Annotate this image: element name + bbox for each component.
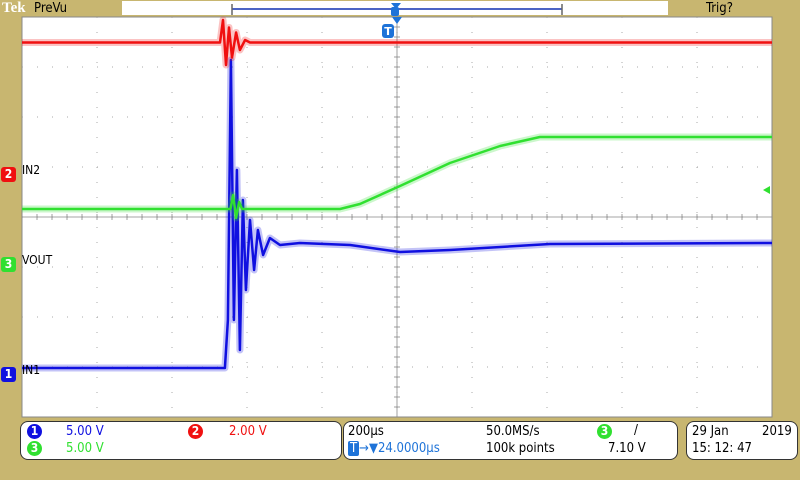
- graticule-grid: [21, 16, 773, 418]
- ch3-badge: 3: [27, 441, 42, 456]
- delay-value: 24.0000µs: [377, 441, 440, 456]
- trace-in1: [22, 56, 773, 372]
- record-length: 100k points: [486, 441, 555, 456]
- trace-in2: [22, 16, 772, 69]
- trigger-source-badge: 3: [597, 424, 612, 439]
- record-view-graphic: [231, 3, 563, 16]
- ch1-label: IN1: [22, 363, 41, 377]
- trigger-t-icon: T: [348, 441, 360, 456]
- waveform-traces: [22, 16, 773, 372]
- year: 2019: [762, 424, 792, 439]
- acquisition-mode: PreVu: [34, 1, 68, 16]
- trace-vout: [22, 133, 772, 222]
- trigger-level-arrow-icon: [763, 186, 770, 194]
- time-per-div: 200µs: [348, 424, 384, 439]
- channel-readout-panel[interactable]: 1 5.00 V 2 2.00 V 3 5.00 V: [20, 421, 342, 460]
- time: 15: 12: 47: [692, 441, 752, 456]
- date: 29 Jan: [692, 424, 729, 439]
- horizontal-position-marker-icon: [392, 17, 402, 24]
- ch3-scale: 5.00 V: [66, 441, 104, 456]
- trace-line: [22, 18, 772, 67]
- datetime-panel[interactable]: 29 Jan 2019 15: 12: 47: [686, 421, 798, 460]
- sample-rate: 50.0MS/s: [486, 424, 540, 439]
- horizontal-delay: T →▼24.0000µs: [348, 441, 440, 456]
- trigger-position-marker-icon: T: [382, 24, 394, 38]
- tek-logo: Tek: [2, 0, 26, 16]
- ch2-ground-marker[interactable]: 2: [1, 163, 16, 182]
- trigger-slope-icon: /: [634, 423, 638, 438]
- trace-line: [22, 135, 772, 220]
- ch3-label: VOUT: [22, 253, 53, 267]
- ch1-badge: 1: [27, 424, 42, 439]
- record-view-bar[interactable]: [122, 1, 668, 16]
- ch2-label: IN2: [22, 163, 41, 177]
- trace-line: [22, 58, 773, 370]
- trigger-status: Trig?: [706, 1, 733, 16]
- ch3-ground-marker[interactable]: 3: [1, 253, 16, 272]
- ch2-scale: 2.00 V: [229, 424, 267, 439]
- ch1-scale: 5.00 V: [66, 424, 104, 439]
- ch1-ground-marker[interactable]: 1: [1, 363, 16, 382]
- svg-text:T: T: [384, 25, 392, 38]
- trigger-level: 7.10 V: [608, 441, 646, 456]
- ch2-badge: 2: [188, 424, 203, 439]
- timebase-trigger-panel[interactable]: 200µs T →▼24.0000µs 50.0MS/s 100k points …: [343, 421, 678, 460]
